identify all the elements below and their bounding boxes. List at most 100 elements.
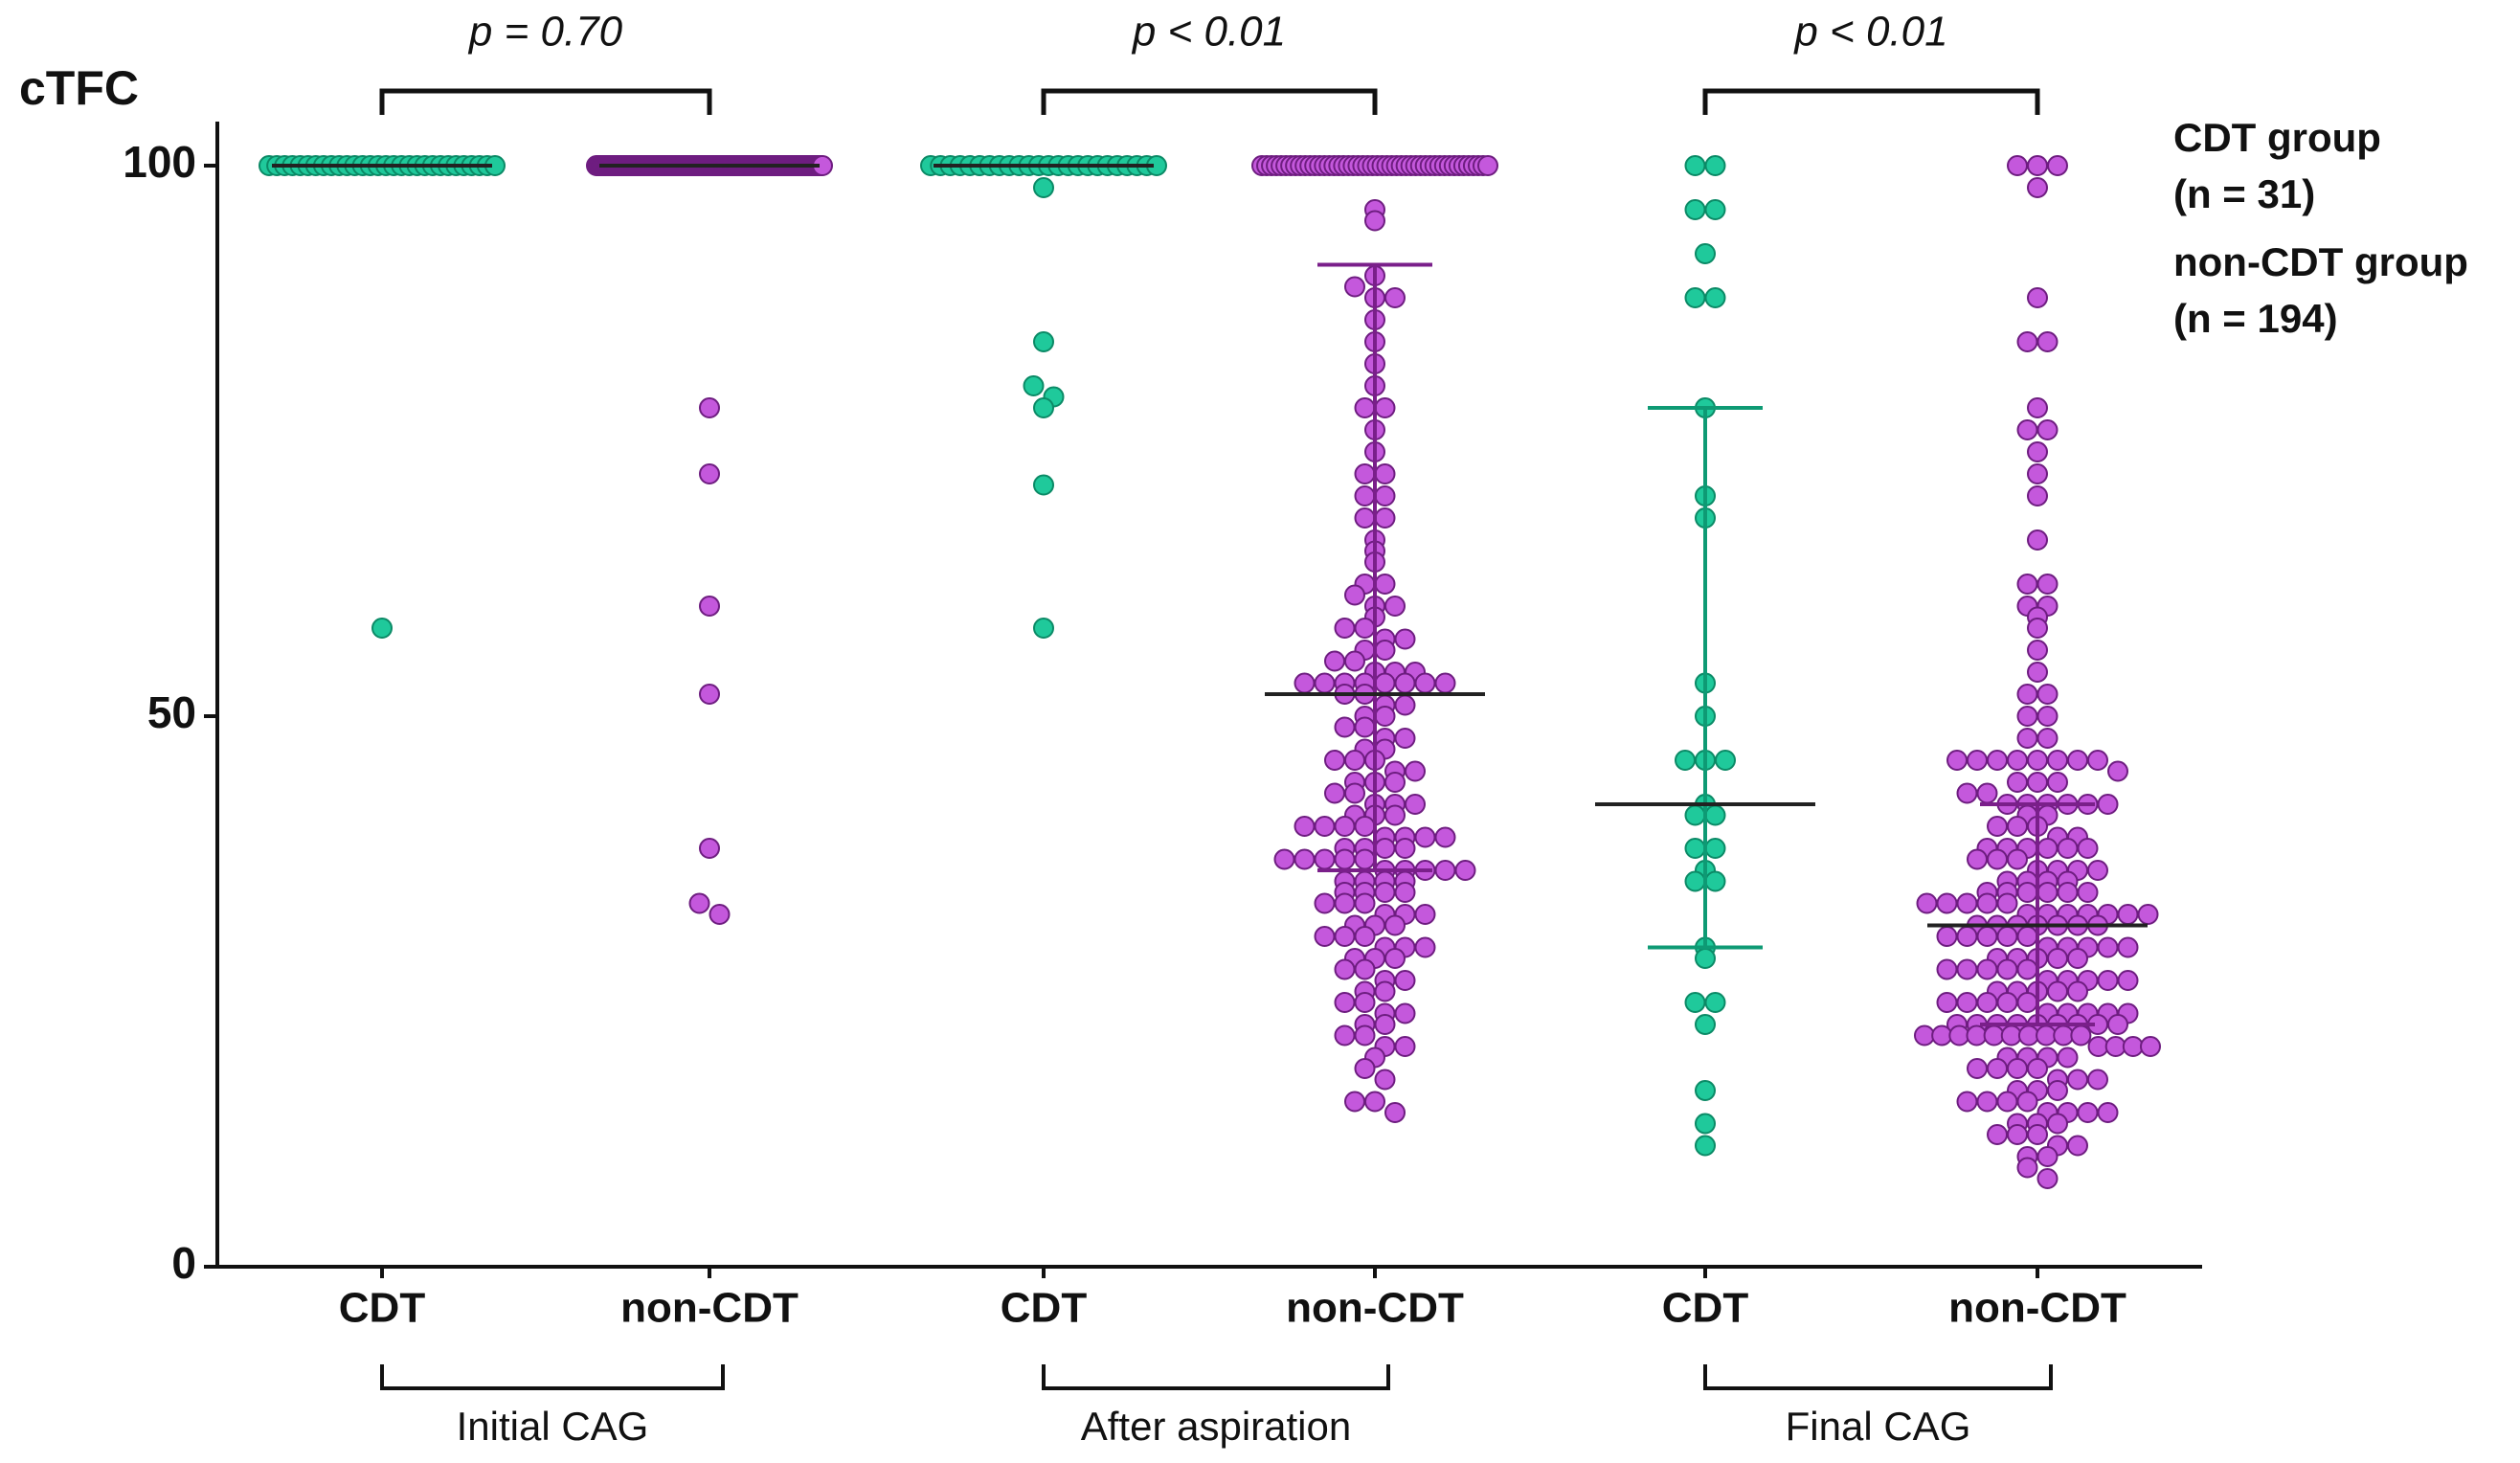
data-point	[1996, 958, 2018, 980]
data-point	[1996, 892, 2018, 914]
data-point	[1384, 1102, 1406, 1123]
data-point	[1976, 892, 1998, 914]
data-point	[2016, 574, 2038, 595]
x-tick-label: CDT	[1001, 1285, 1088, 1332]
stage-label: Final CAG	[1786, 1404, 1971, 1449]
data-point	[2027, 463, 2048, 484]
data-point	[1684, 155, 1706, 176]
data-point	[1374, 882, 1396, 903]
data-point	[1334, 958, 1356, 980]
data-point	[1684, 870, 1706, 892]
data-point	[2087, 750, 2108, 771]
data-point	[699, 838, 720, 859]
data-point	[1976, 926, 1998, 947]
data-point	[2117, 970, 2139, 991]
data-point	[1364, 210, 1385, 232]
data-point	[2027, 662, 2048, 683]
data-point	[1033, 397, 1054, 418]
data-point	[1704, 804, 1726, 826]
data-point	[2036, 706, 2059, 727]
data-point	[1374, 838, 1396, 859]
data-point	[2036, 684, 2059, 705]
data-point	[1987, 1124, 2008, 1145]
data-point	[2007, 1058, 2028, 1079]
data-point	[2087, 1069, 2108, 1091]
data-point	[1324, 750, 1345, 771]
data-point	[1354, 463, 1376, 484]
data-point	[371, 618, 393, 639]
data-point	[1374, 672, 1396, 694]
data-point	[1996, 992, 2018, 1013]
y-tick-label: 100	[123, 137, 196, 187]
data-point	[1314, 672, 1336, 694]
data-point	[2137, 904, 2159, 925]
data-point	[1354, 397, 1376, 418]
legend-label: CDT group	[2173, 115, 2381, 160]
data-point	[1354, 716, 1376, 738]
data-point	[1354, 926, 1376, 947]
data-point	[2087, 1036, 2109, 1057]
data-point	[2007, 816, 2028, 837]
data-point	[2016, 728, 2038, 749]
data-point	[1477, 155, 1498, 176]
data-point	[2016, 958, 2038, 980]
data-point	[1956, 1091, 1978, 1113]
data-point	[1394, 694, 1416, 716]
comparison-label: p < 0.01	[1792, 9, 1947, 56]
data-point	[1414, 904, 1436, 925]
data-point	[1967, 848, 1988, 870]
data-point	[2007, 1124, 2028, 1145]
data-point	[2036, 574, 2059, 595]
data-point	[1023, 375, 1045, 396]
data-point	[2097, 936, 2119, 958]
data-point	[1704, 287, 1726, 308]
data-point	[1684, 804, 1706, 826]
data-point	[1704, 838, 1726, 859]
data-point	[1956, 926, 1978, 947]
data-point	[1956, 958, 1978, 980]
data-point	[2107, 760, 2128, 782]
data-point	[1354, 816, 1376, 837]
data-point	[2067, 948, 2088, 969]
data-point	[1334, 992, 1356, 1013]
data-point	[2122, 1036, 2144, 1057]
data-point	[1364, 1091, 1385, 1113]
data-point	[1695, 1080, 1716, 1101]
data-point	[2027, 750, 2048, 771]
comparison-label: p = 0.70	[467, 9, 623, 56]
data-point	[1948, 1024, 1970, 1047]
data-point	[1946, 750, 1968, 771]
data-point	[699, 397, 720, 418]
data-point	[1354, 1058, 1376, 1079]
data-point	[1914, 1024, 1935, 1047]
data-point	[1394, 970, 1416, 991]
data-point	[2067, 750, 2088, 771]
data-point	[1394, 628, 1416, 650]
data-point	[2047, 1113, 2068, 1135]
data-point	[1675, 750, 1696, 771]
data-point	[1414, 672, 1436, 694]
data-point	[1384, 772, 1406, 793]
data-point	[1033, 618, 1054, 639]
comparison-bracket	[1702, 88, 2040, 115]
data-point	[2067, 1069, 2088, 1091]
data-point	[1996, 926, 2018, 947]
data-point	[1324, 650, 1345, 672]
stage-bracket	[1703, 1364, 2053, 1390]
data-point	[1374, 485, 1396, 506]
data-point	[2077, 838, 2099, 859]
data-point	[1334, 848, 1356, 870]
comparison-bracket	[379, 88, 712, 115]
data-point	[2017, 1024, 2039, 1047]
data-point	[1956, 992, 1978, 1013]
data-point	[1695, 1014, 1716, 1035]
y-tick-label: 50	[147, 687, 196, 737]
x-tick-label: CDT	[339, 1285, 426, 1332]
data-point	[1966, 1024, 1988, 1047]
data-point	[1684, 287, 1706, 308]
data-point	[1033, 331, 1054, 352]
data-point	[2117, 936, 2139, 958]
data-point	[1374, 980, 1396, 1002]
data-point	[699, 684, 720, 705]
